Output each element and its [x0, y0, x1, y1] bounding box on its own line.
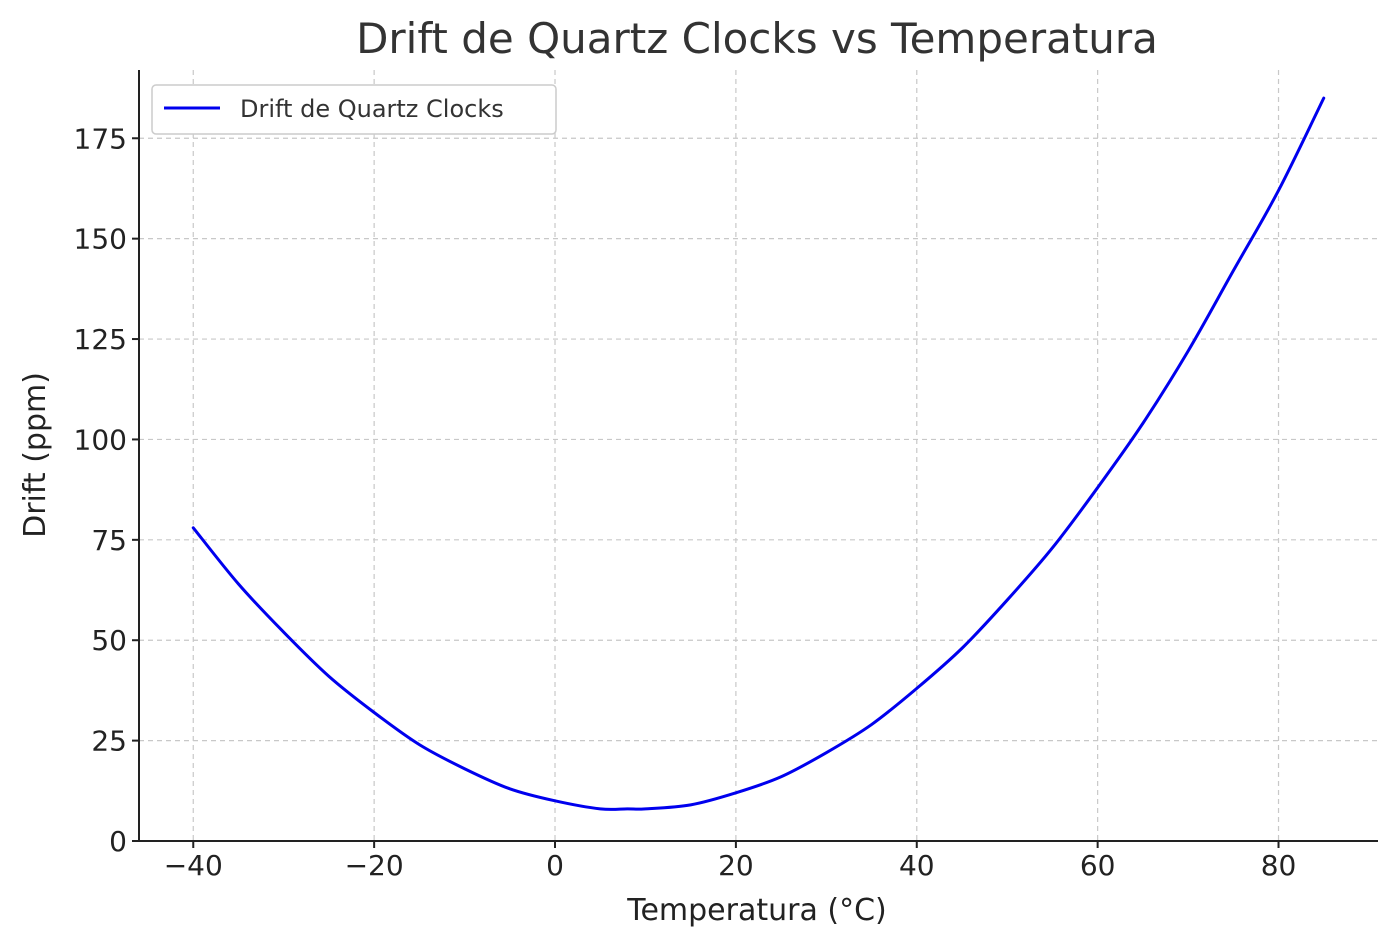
- series-layer: [191, 96, 1326, 811]
- x-tick-label: −20: [345, 849, 404, 882]
- legend-label: Drift de Quartz Clocks: [240, 95, 504, 123]
- x-tick-label: 0: [546, 849, 564, 882]
- x-tick-label: 20: [718, 849, 754, 882]
- y-tick-label: 150: [74, 223, 127, 256]
- grid: [139, 70, 1378, 842]
- y-tick-label: 25: [91, 725, 127, 758]
- legend: Drift de Quartz Clocks: [151, 84, 557, 135]
- x-tick-label: −40: [164, 849, 223, 882]
- y-tick-label: 175: [74, 122, 127, 155]
- y-tick-label: 100: [74, 423, 127, 456]
- chart-title: Drift de Quartz Clocks vs Temperatura: [356, 14, 1158, 63]
- x-axis-label: Temperatura (°C): [626, 893, 887, 928]
- y-axis-label: Drift (ppm): [18, 372, 53, 538]
- y-tick-label: 0: [109, 825, 127, 858]
- axis-ticks: −40 −20 0 20 40 60 80 0 25 50 75 100 125 150 175: [74, 122, 1297, 882]
- y-tick-label: 75: [91, 524, 127, 557]
- y-tick-label: 125: [74, 323, 127, 356]
- x-tick-label: 60: [1080, 849, 1116, 882]
- x-tick-label: 40: [899, 849, 935, 882]
- legend-box: [151, 84, 557, 135]
- series-line: [191, 96, 1326, 811]
- y-tick-label: 50: [91, 624, 127, 657]
- x-tick-label: 80: [1261, 849, 1297, 882]
